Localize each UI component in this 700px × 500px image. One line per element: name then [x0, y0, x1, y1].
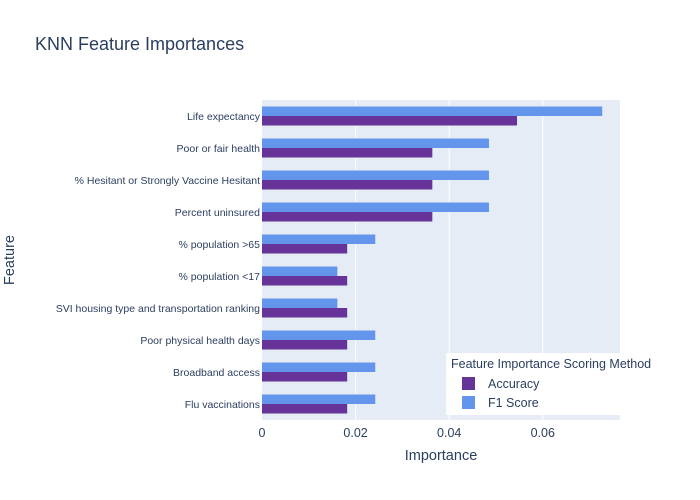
bar-f1-score[interactable] [262, 234, 376, 245]
y-tick-label: % population <17 [179, 271, 261, 283]
x-axis-title: Importance [405, 448, 478, 464]
bar-accuracy[interactable] [262, 212, 433, 222]
legend-background [446, 353, 676, 415]
y-tick-label: Poor physical health days [140, 335, 260, 347]
bar-f1-score[interactable] [262, 106, 603, 117]
bars [262, 106, 603, 414]
legend-swatch-accuracy[interactable] [462, 377, 475, 390]
bar-f1-score[interactable] [262, 298, 338, 309]
bar-accuracy[interactable] [262, 148, 433, 158]
y-tick-label: Broadband access [173, 367, 260, 379]
bar-f1-score[interactable] [262, 362, 376, 373]
legend-label-f1-score[interactable]: F1 Score [488, 396, 539, 410]
bar-accuracy[interactable] [262, 404, 348, 414]
legend-title: Feature Importance Scoring Method [451, 357, 651, 371]
bar-accuracy[interactable] [262, 308, 348, 318]
x-tick-label: 0.06 [531, 426, 555, 440]
y-tick-label: % population >65 [179, 239, 261, 251]
bar-accuracy[interactable] [262, 276, 348, 286]
x-tick-label: 0.04 [437, 426, 461, 440]
bar-f1-score[interactable] [262, 170, 489, 181]
y-tick-label: Percent uninsured [175, 207, 260, 219]
x-tick-labels: 0 0.02 0.04 0.06 [259, 426, 555, 440]
bar-f1-score[interactable] [262, 202, 489, 213]
bar-f1-score[interactable] [262, 138, 489, 149]
bar-f1-score[interactable] [262, 266, 338, 277]
y-tick-label: SVI housing type and transportation rank… [56, 303, 260, 315]
bar-accuracy[interactable] [262, 116, 518, 126]
bar-f1-score[interactable] [262, 394, 376, 405]
y-tick-label: Life expectancy [187, 111, 261, 123]
y-tick-labels: Life expectancy Poor or fair health % Hesi… [56, 111, 261, 411]
y-tick-label: % Hesitant or Strongly Vaccine Hesitant [75, 175, 260, 187]
legend: Feature Importance Scoring Method Accura… [446, 353, 676, 415]
bar-accuracy[interactable] [262, 244, 348, 254]
bar-accuracy[interactable] [262, 372, 348, 382]
legend-swatch-f1-score[interactable] [462, 396, 475, 409]
x-tick-label: 0.02 [343, 426, 367, 440]
y-tick-label: Flu vaccinations [185, 399, 260, 411]
bar-accuracy[interactable] [262, 180, 433, 190]
bar-f1-score[interactable] [262, 330, 376, 341]
x-tick-label: 0 [259, 426, 266, 440]
bar-accuracy[interactable] [262, 340, 348, 350]
legend-label-accuracy[interactable]: Accuracy [488, 377, 540, 391]
y-axis-title: Feature [2, 235, 18, 285]
y-tick-label: Poor or fair health [177, 143, 261, 155]
chart-title: KNN Feature Importances [35, 34, 244, 54]
